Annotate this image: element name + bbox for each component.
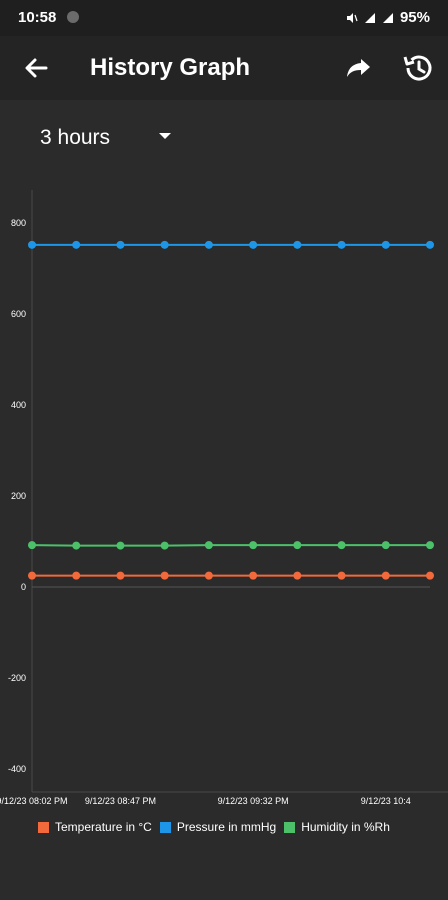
y-tick-label: 400 [11,400,26,410]
data-point-temperature [116,571,125,580]
data-point-humidity [426,541,434,550]
arrow-left-icon[interactable] [20,52,52,84]
app-bar: History Graph [0,36,448,100]
data-point-pressure [337,240,346,249]
signal-icon [382,12,393,23]
share-icon[interactable] [342,52,374,84]
data-point-humidity [337,541,346,550]
x-tick-label: 9/12/23 09:32 PM [218,796,289,806]
time-range-dropdown[interactable]: 3 hours [40,122,190,154]
legend-label-humidity: Humidity in %Rh [301,820,390,834]
history-icon[interactable] [402,52,434,84]
data-point-humidity [249,541,258,550]
x-tick-label: 9/12/23 08:02 PM [0,796,68,806]
data-point-pressure [249,240,258,249]
data-point-pressure [381,240,390,249]
signal-icon [364,12,375,23]
status-indicators: 95% [346,9,430,26]
status-bar: 10:58 95% [0,0,448,36]
notification-icon [67,11,79,23]
data-point-temperature [204,571,213,580]
legend-label-temperature: Temperature in °C [55,820,152,834]
data-point-temperature [381,571,390,580]
legend-item-pressure: Pressure in mmHg [159,820,277,834]
battery-level: 95% [399,9,430,26]
data-point-humidity [204,541,213,550]
chevron-down-icon [159,133,171,139]
data-point-temperature [337,571,346,580]
page-title: History Graph [90,54,251,81]
status-time: 10:58 [18,9,57,26]
legend-item-temperature: Temperature in °C [38,820,152,834]
legend-swatch-pressure [159,821,171,833]
data-point-temperature [160,571,169,580]
data-point-humidity [381,541,390,550]
data-point-pressure [72,240,81,249]
history-chart: 800 600 400 200 0 -200 -400 9/12/23 08:02 PM 9/1… [0,190,448,806]
data-point-temperature [293,571,302,580]
data-point-temperature [426,571,434,580]
time-range-value: 3 hours [40,126,111,149]
y-tick-label: 800 [11,218,26,228]
data-point-humidity [72,541,81,550]
y-tick-label: 200 [11,491,26,501]
legend-item-humidity: Humidity in %Rh [284,820,390,834]
data-point-pressure [28,240,36,249]
mute-icon [346,12,358,23]
data-point-pressure [426,240,434,249]
x-tick-label: 9/12/23 10:4 [361,796,411,806]
data-point-humidity [28,541,36,550]
data-point-pressure [293,240,302,249]
chart-legend: Temperature in °C Pressure in mmHg Humid… [38,820,398,834]
legend-swatch-temperature [38,821,49,833]
y-tick-label: 600 [11,309,26,319]
y-tick-label: -200 [8,673,26,683]
y-tick-label: 0 [21,582,26,592]
legend-label-pressure: Pressure in mmHg [176,820,277,834]
data-point-pressure [204,240,213,249]
data-point-temperature [249,571,258,580]
legend-swatch-humidity [284,821,296,833]
data-point-humidity [116,541,125,550]
y-tick-label: -400 [8,764,26,774]
data-point-humidity [160,541,169,550]
data-point-pressure [116,240,125,249]
data-point-temperature [72,571,81,580]
data-point-humidity [293,541,302,550]
x-tick-label: 9/12/23 08:47 PM [85,796,156,806]
data-point-pressure [160,240,169,249]
data-point-temperature [28,571,36,580]
